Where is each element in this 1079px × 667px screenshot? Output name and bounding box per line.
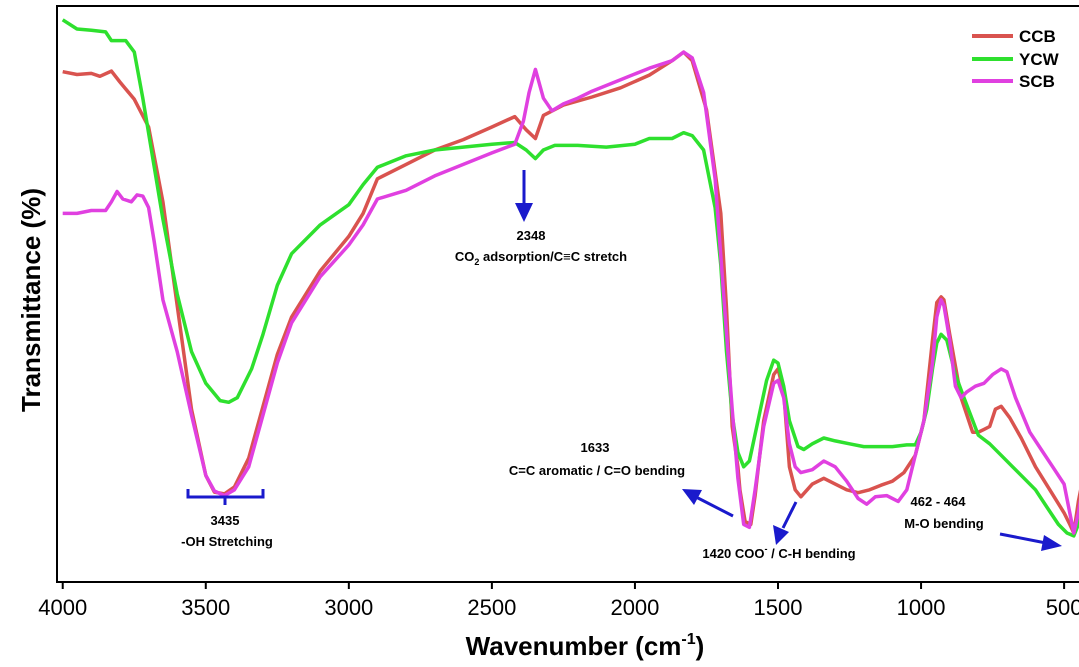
x-tick-label-3000: 3000 xyxy=(324,595,373,620)
annotation-1420-main: 1420 COO xyxy=(702,546,764,561)
series-line-scb xyxy=(62,50,1079,535)
annotation-1420: 1420 COO- / C-H bending xyxy=(702,501,856,561)
x-tick-label-2000: 2000 xyxy=(610,595,659,620)
x-tick-label-500: 500 xyxy=(1046,595,1079,620)
annotation-1420-sup: - xyxy=(765,544,768,554)
annotation-2348-arrow-head xyxy=(515,203,533,222)
annotation-1633-value: 1633 xyxy=(581,440,610,455)
x-axis-ticks: 4000 3500 3000 2500 2000 1500 1000 500 xyxy=(38,582,1079,620)
x-axis-title-close: ) xyxy=(696,631,705,661)
legend-label-ycw: YCW xyxy=(1019,50,1060,69)
annotation-1420-arrow-shaft xyxy=(781,501,798,529)
annotation-462-arrow-head xyxy=(1041,535,1062,551)
plot-frame xyxy=(56,5,1079,583)
x-axis-title-sup: -1 xyxy=(681,631,695,648)
annotation-3435: 3435 -OH Stretching xyxy=(181,489,273,549)
legend-label-ccb: CCB xyxy=(1019,27,1056,46)
x-tick-label-1500: 1500 xyxy=(754,595,803,620)
annotation-462-value: 462 - 464 xyxy=(911,494,967,509)
annotation-1420-arrow-head xyxy=(773,525,789,545)
annotation-1633-arrow-head xyxy=(682,489,702,505)
annotation-1420-label: 1420 COO- / C-H bending xyxy=(702,544,855,561)
x-axis-title-main: Wavenumber (cm xyxy=(466,631,682,661)
legend: CCB YCW SCB xyxy=(972,27,1060,91)
series-layer xyxy=(61,18,1079,538)
series-line-ycw xyxy=(61,18,1079,538)
legend-label-scb: SCB xyxy=(1019,72,1055,91)
annotation-2348: 2348 CO2 adsorption/C≡C stretch xyxy=(455,170,627,267)
x-axis-title: Wavenumber (cm-1) xyxy=(466,631,705,661)
annotation-1633: 1633 C=C aromatic / C=O bending xyxy=(509,440,734,518)
annotation-3435-label: -OH Stretching xyxy=(181,534,273,549)
annotation-2348-label: CO2 adsorption/C≡C stretch xyxy=(455,249,627,267)
annotation-3435-value: 3435 xyxy=(211,513,240,528)
series-line-ccb xyxy=(62,50,1079,535)
annotation-1420-tail: / C-H bending xyxy=(768,546,856,561)
annotation-2348-tail: adsorption/C≡C stretch xyxy=(479,249,627,264)
x-tick-label-1000: 1000 xyxy=(897,595,946,620)
annotation-2348-sub: 2 xyxy=(474,257,479,267)
annotation-1633-arrow-shaft xyxy=(695,495,734,518)
x-tick-label-4000: 4000 xyxy=(38,595,87,620)
x-tick-label-2500: 2500 xyxy=(467,595,516,620)
annotation-2348-value: 2348 xyxy=(517,228,546,243)
annotation-462-arrow-shaft xyxy=(999,532,1047,545)
annotation-1633-label: C=C aromatic / C=O bending xyxy=(509,463,685,478)
annotation-2348-co: CO xyxy=(455,249,475,264)
y-axis-title: Transmittance (%) xyxy=(16,188,46,412)
x-tick-label-3500: 3500 xyxy=(181,595,230,620)
annotation-3435-bracket xyxy=(186,489,265,505)
annotation-462-464: 462 - 464 M-O bending xyxy=(904,494,1062,551)
annotation-462-label: M-O bending xyxy=(904,516,983,531)
